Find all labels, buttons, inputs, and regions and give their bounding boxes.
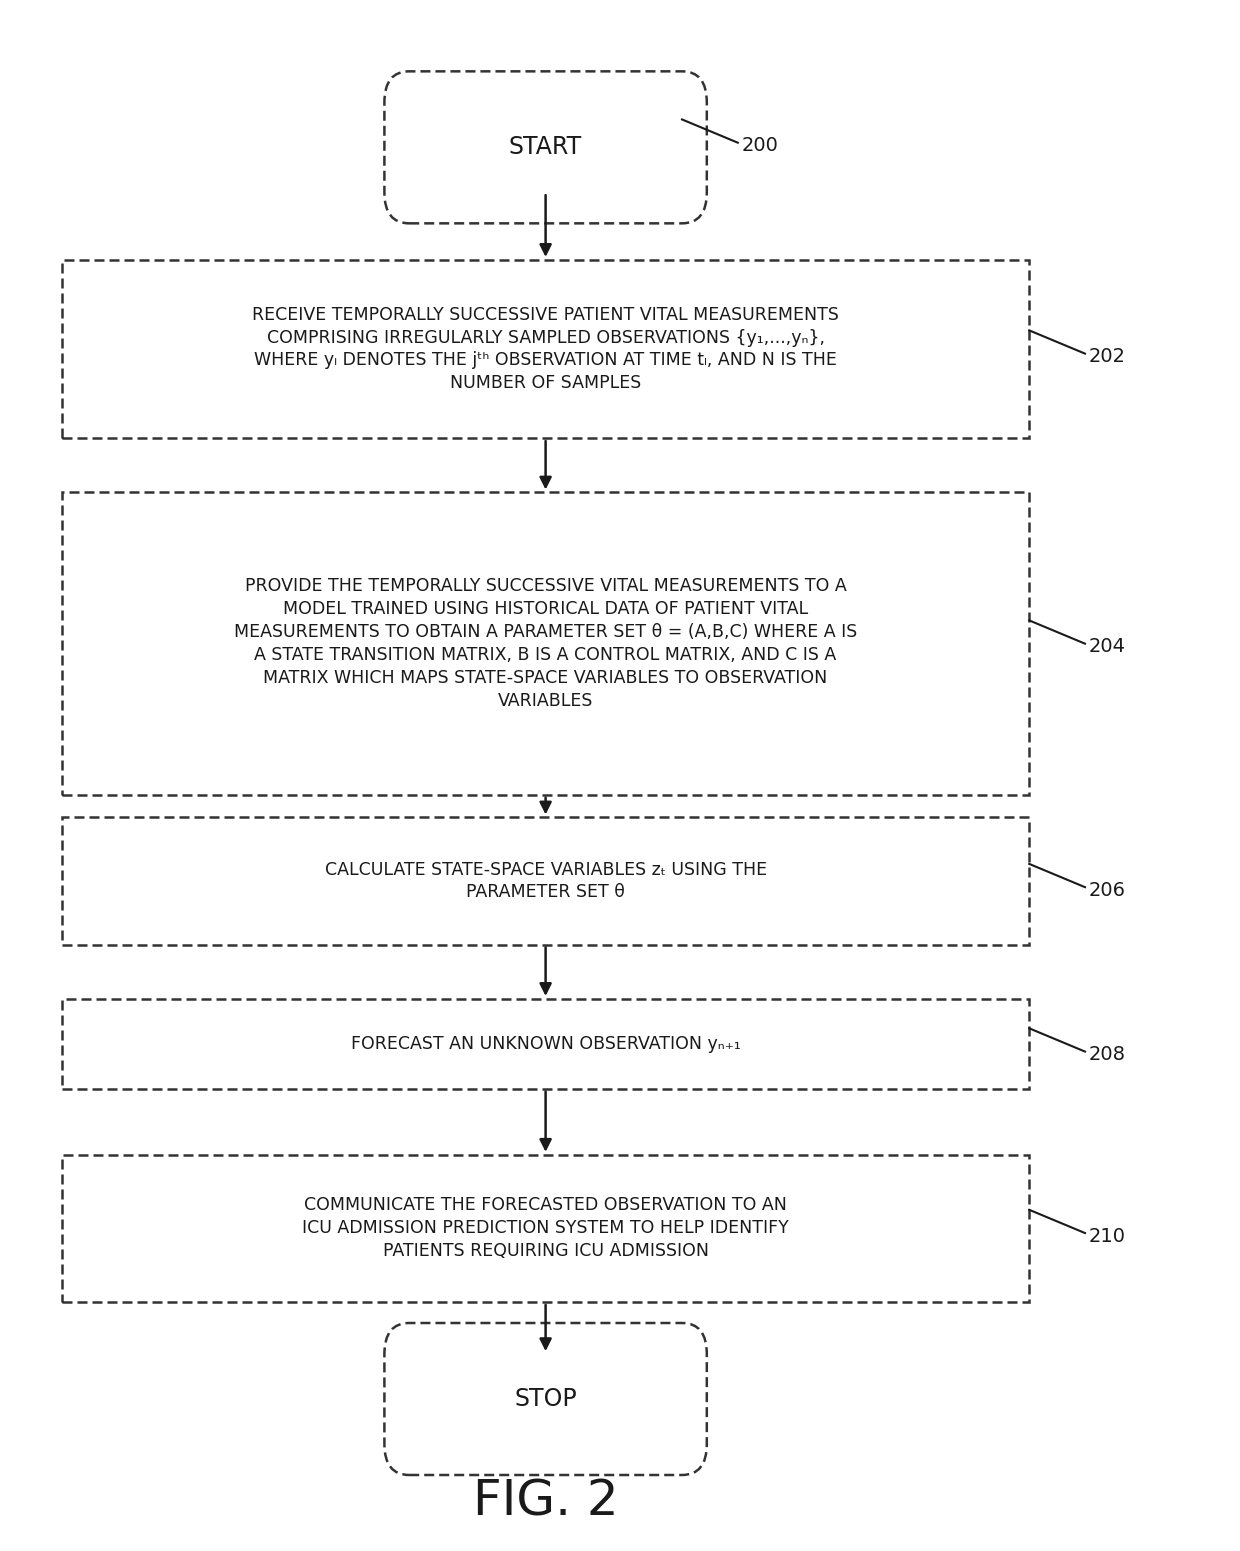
Text: 200: 200 xyxy=(742,136,779,155)
Text: FIG. 2: FIG. 2 xyxy=(472,1478,619,1525)
FancyBboxPatch shape xyxy=(62,1154,1029,1303)
Text: 208: 208 xyxy=(1089,1045,1126,1064)
FancyBboxPatch shape xyxy=(62,259,1029,437)
Text: PROVIDE THE TEMPORALLY SUCCESSIVE VITAL MEASUREMENTS TO A
MODEL TRAINED USING HI: PROVIDE THE TEMPORALLY SUCCESSIVE VITAL … xyxy=(234,577,857,710)
Text: RECEIVE TEMPORALLY SUCCESSIVE PATIENT VITAL MEASUREMENTS
COMPRISING IRREGULARLY : RECEIVE TEMPORALLY SUCCESSIVE PATIENT VI… xyxy=(252,306,839,392)
FancyBboxPatch shape xyxy=(62,999,1029,1089)
FancyBboxPatch shape xyxy=(62,817,1029,945)
Text: STOP: STOP xyxy=(515,1387,577,1411)
FancyBboxPatch shape xyxy=(384,71,707,223)
Text: START: START xyxy=(508,135,583,160)
FancyBboxPatch shape xyxy=(384,1323,707,1475)
Text: FORECAST AN UNKNOWN OBSERVATION yₙ₊₁: FORECAST AN UNKNOWN OBSERVATION yₙ₊₁ xyxy=(351,1035,740,1053)
Text: 210: 210 xyxy=(1089,1227,1126,1245)
Text: COMMUNICATE THE FORECASTED OBSERVATION TO AN
ICU ADMISSION PREDICTION SYSTEM TO : COMMUNICATE THE FORECASTED OBSERVATION T… xyxy=(303,1196,789,1261)
FancyBboxPatch shape xyxy=(62,493,1029,796)
Text: 206: 206 xyxy=(1089,881,1126,900)
Text: 202: 202 xyxy=(1089,347,1126,366)
Text: CALCULATE STATE-SPACE VARIABLES zₜ USING THE
PARAMETER SET θ: CALCULATE STATE-SPACE VARIABLES zₜ USING… xyxy=(325,861,766,901)
Text: 204: 204 xyxy=(1089,637,1126,656)
